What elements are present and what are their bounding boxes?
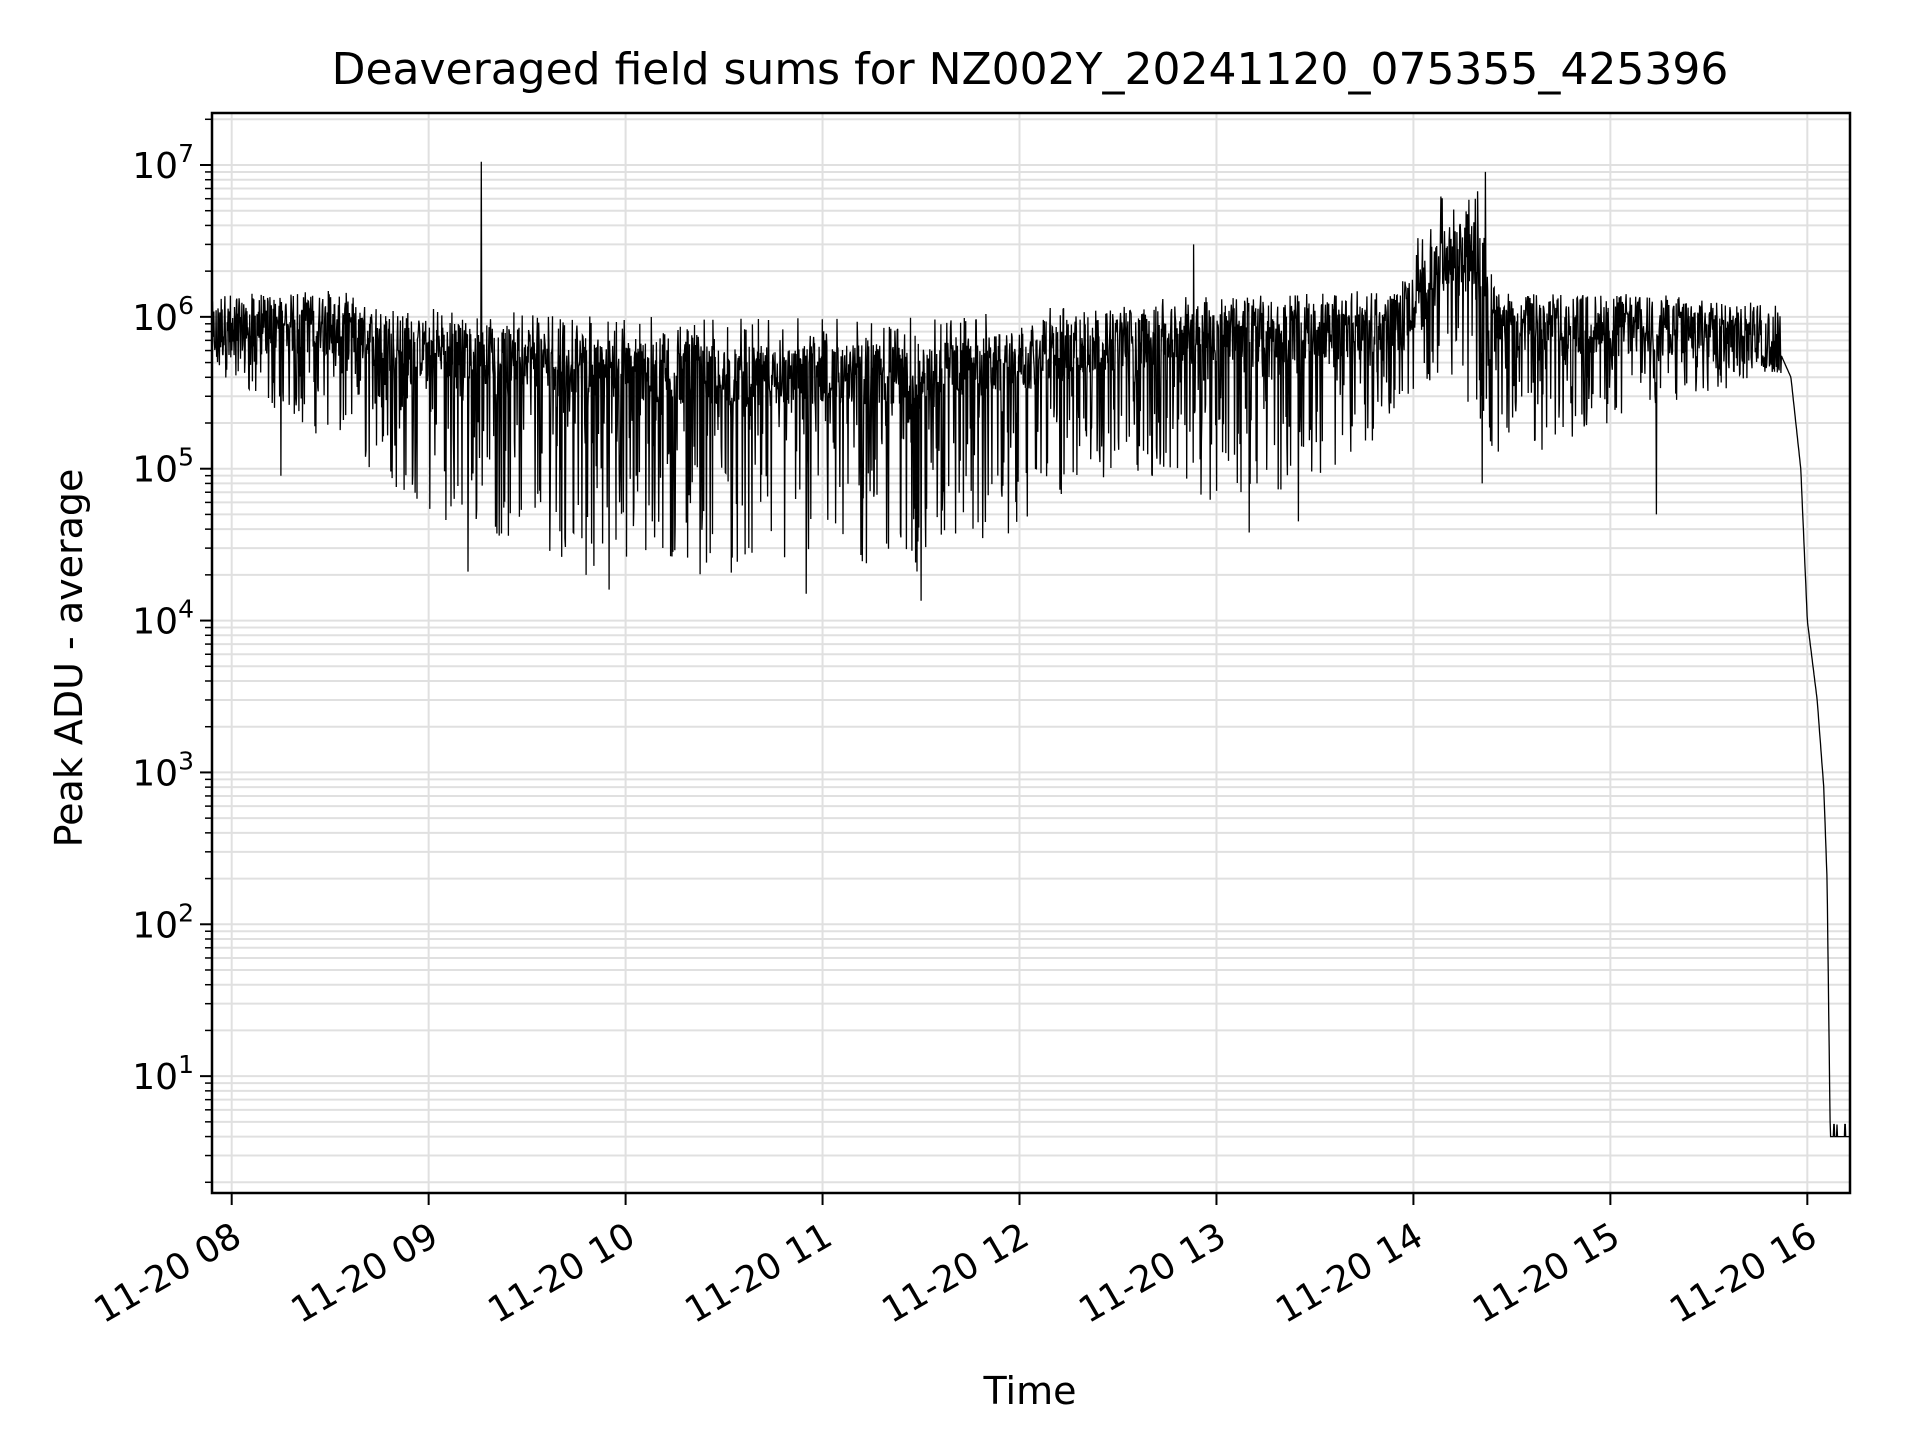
y-tick-label: 105 bbox=[132, 443, 194, 491]
series-layer bbox=[211, 161, 1850, 1138]
y-tick-label: 107 bbox=[132, 139, 194, 187]
y-axis-label: Peak ADU - average bbox=[47, 469, 91, 848]
y-tick-label: 103 bbox=[132, 746, 194, 794]
plot-frame bbox=[210, 111, 1852, 1195]
chart-title: Deaveraged field sums for NZ002Y_2024112… bbox=[332, 44, 1729, 95]
series-line bbox=[211, 161, 1850, 1138]
y-axis-ticks: 101 102 103 104 105 106 107 bbox=[132, 118, 212, 1184]
y-tick-label: 106 bbox=[132, 291, 194, 339]
y-tick-label: 104 bbox=[132, 595, 194, 643]
x-axis-label: Time bbox=[983, 1369, 1077, 1413]
y-tick-label: 102 bbox=[132, 898, 194, 946]
y-tick-label: 101 bbox=[132, 1050, 194, 1098]
major-grid bbox=[212, 113, 1850, 1193]
